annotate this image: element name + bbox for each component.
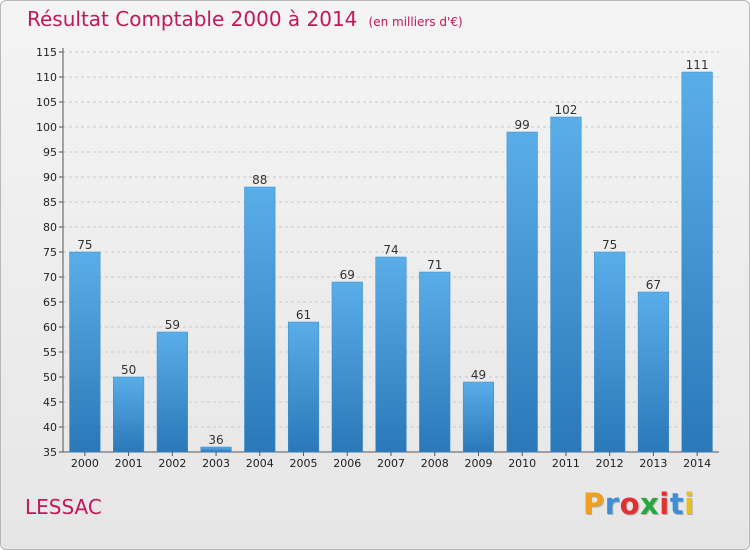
bar-value-label: 71 [427, 258, 442, 272]
logo-letter: i [684, 487, 695, 521]
x-tick-label: 2002 [158, 457, 186, 470]
bar [200, 446, 232, 453]
bar-value-label: 111 [686, 58, 709, 72]
chart-title-unit: (en milliers d'€) [368, 15, 463, 29]
y-tick-label: 90 [43, 171, 57, 184]
y-tick-label: 45 [43, 396, 57, 409]
y-tick-label: 105 [36, 96, 57, 109]
x-tick-label: 2010 [508, 457, 536, 470]
bar [594, 251, 626, 453]
bars [69, 71, 713, 453]
location-label: LESSAC [25, 495, 102, 519]
x-tick-label: 2014 [683, 457, 711, 470]
bar-value-label: 75 [77, 238, 92, 252]
labels: 35 40 45 50 55 60 65 70 75 80 85 90 95 100 105 110 115 75… [36, 46, 711, 470]
x-tick-label: 2012 [596, 457, 624, 470]
bar-value-label: 59 [165, 318, 180, 332]
y-tick-label: 115 [36, 46, 57, 59]
bar [462, 381, 495, 453]
y-tick-label: 95 [43, 146, 57, 159]
y-tick-label: 75 [43, 246, 57, 259]
y-tick-label: 40 [43, 421, 57, 434]
y-tick-label: 85 [43, 196, 57, 209]
x-tick-label: 2003 [202, 457, 230, 470]
logo-letter: r [604, 487, 620, 521]
bar [113, 376, 145, 453]
bar [244, 186, 276, 453]
y-tick-label: 70 [43, 271, 57, 284]
bar-value-label: 49 [471, 368, 486, 382]
y-tick-label: 65 [43, 296, 57, 309]
bar-value-label: 61 [296, 308, 311, 322]
proxiti-logo[interactable]: Proxiti [583, 487, 695, 521]
y-tick-label: 55 [43, 346, 57, 359]
y-tick-label: 110 [36, 71, 57, 84]
logo-letter: t [669, 487, 685, 521]
x-tick-label: 2006 [333, 457, 361, 470]
chart-title: Résultat Comptable 2000 à 2014 (en milli… [27, 7, 463, 31]
bar [506, 131, 538, 453]
bar [375, 256, 407, 453]
bar-value-label: 50 [121, 363, 136, 377]
y-tick-label: 100 [36, 121, 57, 134]
bar-value-label: 36 [208, 433, 223, 447]
logo-letter: o [619, 487, 641, 521]
x-tick-label: 2004 [246, 457, 274, 470]
bar [69, 251, 101, 453]
bar [419, 271, 451, 453]
x-tick-label: 2005 [290, 457, 318, 470]
bar [681, 71, 713, 453]
bar-value-label: 74 [383, 243, 398, 257]
x-tick-label: 2000 [71, 457, 99, 470]
bar-value-label: 88 [252, 173, 267, 187]
y-tick-label: 60 [43, 321, 57, 334]
chart-title-main: Résultat Comptable 2000 à 2014 [27, 7, 358, 31]
x-tick-label: 2009 [464, 457, 492, 470]
bar-value-label: 67 [646, 278, 661, 292]
x-tick-label: 2008 [421, 457, 449, 470]
logo-letter: i [659, 487, 670, 521]
logo-letter: x [640, 487, 660, 521]
x-tick-label: 2007 [377, 457, 405, 470]
bar [331, 281, 363, 453]
logo-letter: P [583, 487, 605, 521]
y-tick-label: 35 [43, 446, 57, 459]
y-tick-label: 80 [43, 221, 57, 234]
bar [637, 291, 669, 453]
bar-value-label: 69 [340, 268, 355, 282]
x-tick-label: 2011 [552, 457, 580, 470]
bar [156, 331, 188, 453]
bar [287, 321, 320, 453]
y-tick-label: 50 [43, 371, 57, 384]
bar-value-label: 99 [515, 118, 530, 132]
bar-value-label: 102 [554, 103, 577, 117]
bar [550, 116, 582, 453]
x-tick-label: 2013 [639, 457, 667, 470]
bar-value-label: 75 [602, 238, 617, 252]
x-tick-label: 2001 [115, 457, 143, 470]
